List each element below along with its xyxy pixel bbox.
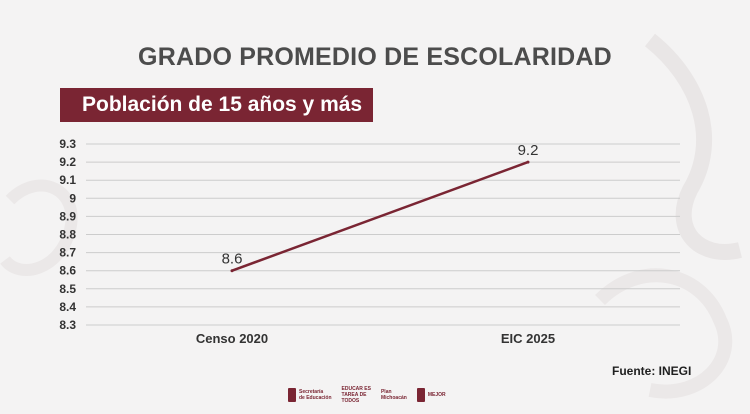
data-point xyxy=(230,269,234,273)
y-tick-label: 8.7 xyxy=(59,246,76,260)
y-tick-label: 8.9 xyxy=(59,209,76,223)
y-tick-label: 9.3 xyxy=(59,137,76,151)
y-tick-label: 9 xyxy=(69,191,76,205)
series-line xyxy=(231,160,529,272)
x-category-label: EIC 2025 xyxy=(501,331,555,346)
y-tick-label: 8.3 xyxy=(59,318,76,332)
footer-logos: Secretaría de Educación EDUCAR ES TAREA DE… xyxy=(288,383,478,407)
data-point xyxy=(526,160,530,164)
y-tick-label: 9.1 xyxy=(59,173,76,187)
logo-secretaria: Secretaría de Educación xyxy=(288,388,332,402)
logo-educar: EDUCAR ES TAREA DE TODOS xyxy=(341,386,371,404)
logo-plan-michoacan: Plan Michoacán xyxy=(380,389,407,401)
page-title: GRADO PROMEDIO DE ESCOLARIDAD xyxy=(138,43,612,71)
logo-michoacan-mejor: MEJOR xyxy=(416,388,446,402)
y-tick-label: 8.5 xyxy=(59,282,76,296)
y-tick-label: 8.4 xyxy=(59,300,76,314)
y-tick-label: 8.6 xyxy=(59,264,76,278)
subtitle-banner xyxy=(60,88,373,122)
y-tick-label: 9.2 xyxy=(59,155,76,169)
y-tick-label: 8.8 xyxy=(59,228,76,242)
data-label: 9.2 xyxy=(518,142,539,159)
x-category-label: Censo 2020 xyxy=(196,331,268,346)
subtitle-text: Población de 15 años y más xyxy=(82,93,363,116)
source-note: Fuente: INEGI xyxy=(612,364,692,378)
data-label: 8.6 xyxy=(222,251,243,268)
